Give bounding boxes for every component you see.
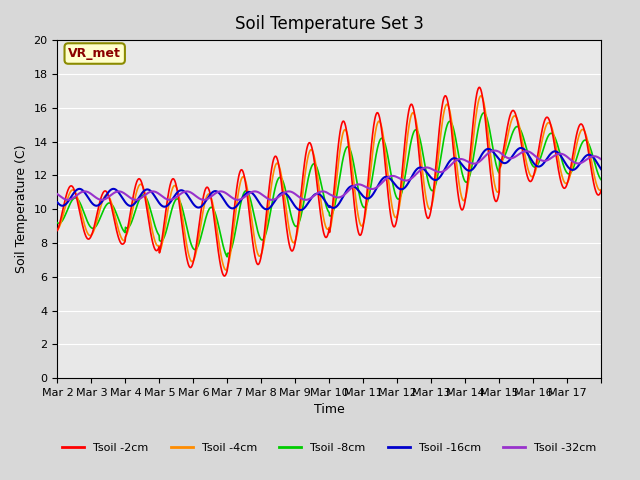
Legend: Tsoil -2cm, Tsoil -4cm, Tsoil -8cm, Tsoil -16cm, Tsoil -32cm: Tsoil -2cm, Tsoil -4cm, Tsoil -8cm, Tsoi… <box>58 438 601 457</box>
Y-axis label: Soil Temperature (C): Soil Temperature (C) <box>15 145 28 274</box>
Text: VR_met: VR_met <box>68 47 121 60</box>
X-axis label: Time: Time <box>314 403 345 417</box>
Title: Soil Temperature Set 3: Soil Temperature Set 3 <box>235 15 424 33</box>
